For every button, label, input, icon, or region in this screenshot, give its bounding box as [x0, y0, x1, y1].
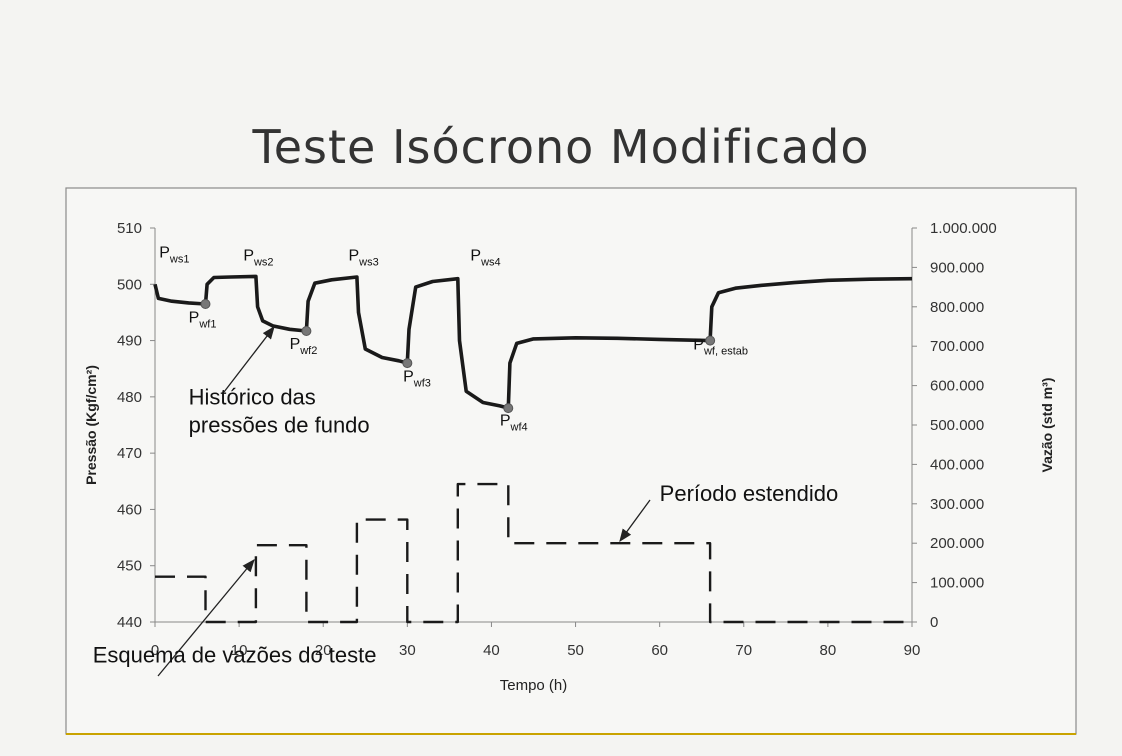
point-label-sub: ws4: [480, 257, 501, 269]
arrow-historico: [223, 325, 275, 393]
y-tick-label: 480: [117, 389, 142, 406]
annotation-text: Esquema de vazões do teste: [93, 643, 377, 668]
point-label-sub: wf2: [299, 345, 317, 357]
point-label: Pws3: [348, 248, 378, 269]
y-tick-label: 500: [117, 276, 142, 293]
pressure-marker: [705, 335, 716, 346]
point-label-sub: ws2: [253, 257, 274, 269]
point-label-sub: ws1: [169, 253, 190, 265]
flow-rate-series: [155, 482, 912, 624]
point-label: Pwf4: [500, 413, 528, 434]
y-tick-label: 450: [117, 558, 142, 575]
point-label-main: P: [290, 336, 301, 353]
y2-tick-label: 700.000: [930, 338, 984, 355]
point-label-main: P: [470, 248, 481, 265]
slide-title: Teste Isócrono Modificado: [252, 120, 870, 174]
x-tick-label: 40: [483, 642, 500, 659]
pressure-marker: [200, 298, 211, 309]
x-tick-label: 10: [231, 642, 248, 659]
y2-tick-label: 500.000: [930, 417, 984, 434]
y-tick-label: 470: [117, 445, 142, 462]
y2-tick-label: 300.000: [930, 496, 984, 513]
annotations-layer: Histórico das pressões de fundo Período es…: [93, 325, 839, 677]
x-tick-label: 30: [399, 642, 416, 659]
x-tick-label: 0: [151, 642, 159, 659]
annotation-text: Histórico das: [189, 385, 316, 410]
y2-tick-label: 600.000: [930, 378, 984, 395]
annotation-text: pressões de fundo: [189, 413, 370, 438]
point-label-main: P: [348, 248, 359, 265]
point-label: Pws4: [470, 248, 500, 269]
point-label-main: P: [403, 369, 414, 386]
y-axis-label: Pressão (Kgf/cm²): [83, 365, 99, 485]
y-tick-label: 440: [117, 614, 142, 631]
y2-tick-label: 0: [930, 614, 938, 631]
y2-tick-label: 400.000: [930, 456, 984, 473]
point-label: Pwf1: [189, 310, 217, 331]
point-label-sub: wf, estab: [703, 346, 748, 358]
point-label-main: P: [159, 244, 170, 261]
series-layer: [153, 274, 913, 624]
y2-tick-label: 200.000: [930, 535, 984, 552]
y-tick-label: 510: [117, 220, 142, 237]
x-tick-label: 70: [735, 642, 752, 659]
x-tick-label: 80: [820, 642, 837, 659]
y-tick-label: 460: [117, 501, 142, 518]
y2-tick-label: 900.000: [930, 259, 984, 276]
x-axis-label: Tempo (h): [500, 677, 568, 694]
y2-axis-label: Vazão (std m³): [1039, 378, 1055, 473]
annotation-text: Período estendido: [660, 481, 839, 506]
x-tick-label: 90: [904, 642, 921, 659]
y2-tick-label: 1.000.000: [930, 220, 997, 237]
arrow-periodo: [619, 499, 651, 543]
point-label-sub: wf3: [413, 378, 431, 390]
point-label: Pws1: [159, 244, 189, 265]
x-tick-label: 60: [651, 642, 668, 659]
point-label-sub: wf1: [198, 319, 216, 331]
point-label-main: P: [693, 337, 704, 354]
point-label-main: P: [500, 413, 511, 430]
ticks-layer: 0 10 20 30 40 50 60 70 80 90 440 450 460 470 480 490 500…: [83, 220, 1055, 694]
point-label: Pwf3: [403, 369, 431, 390]
point-label-sub: wf4: [510, 422, 528, 434]
arrow-esquema: [157, 558, 255, 677]
y2-tick-label: 100.000: [930, 575, 984, 592]
pressure-marker: [402, 358, 413, 369]
point-label: Pws2: [243, 248, 273, 269]
point-label: Pwf2: [290, 336, 318, 357]
pressure-marker: [503, 403, 514, 414]
x-tick-label: 50: [567, 642, 584, 659]
point-label-main: P: [189, 310, 200, 327]
y-tick-label: 490: [117, 333, 142, 350]
y2-tick-label: 800.000: [930, 299, 984, 316]
pressure-marker: [301, 326, 312, 337]
point-label-main: P: [243, 248, 254, 265]
point-label: Pwf, estab: [693, 337, 748, 358]
point-label-sub: ws3: [358, 257, 379, 269]
x-tick-label: 20: [315, 642, 332, 659]
pressure-series: [153, 274, 913, 410]
